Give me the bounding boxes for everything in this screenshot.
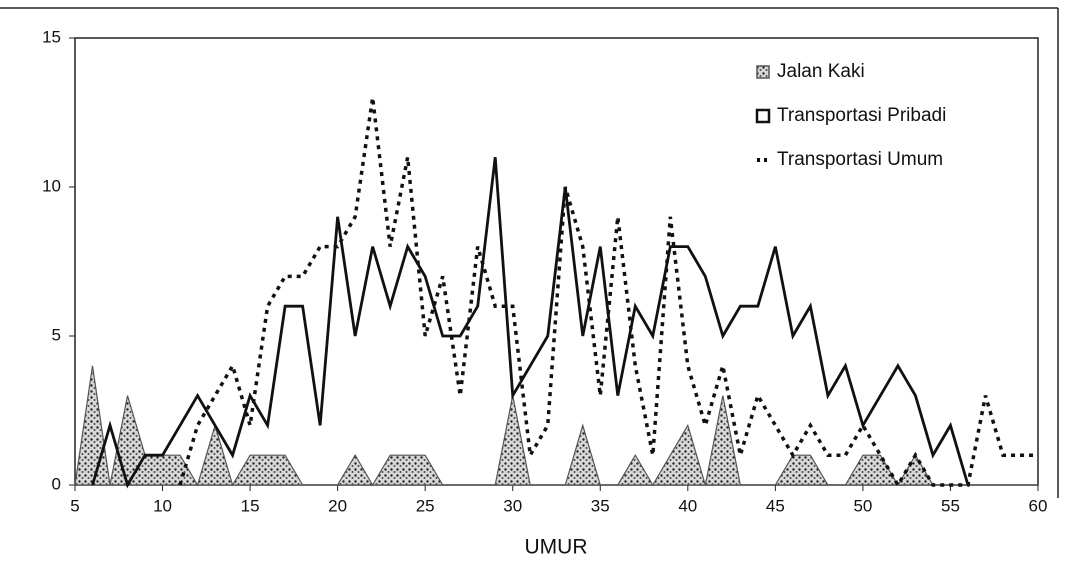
x-tick-label: 5 — [70, 496, 79, 515]
x-tick-label: 45 — [766, 496, 785, 515]
y-tick-label: 15 — [42, 27, 61, 46]
x-tick-label: 10 — [153, 496, 172, 515]
x-tick-label: 50 — [853, 496, 872, 515]
legend-swatch — [756, 65, 770, 79]
x-tick-label: 20 — [328, 496, 347, 515]
y-tick-label: 0 — [52, 474, 61, 493]
legend-swatch — [755, 108, 771, 124]
x-axis-label: UMUR — [525, 536, 588, 559]
legend-label: Transportasi Umum — [777, 149, 943, 170]
line — [91, 157, 970, 489]
y-tick-label: 5 — [52, 325, 61, 344]
y-tick-label: 10 — [42, 176, 61, 195]
legend-label: Transportasi Pribadi — [777, 105, 946, 126]
area — [74, 365, 1038, 487]
x-tick-label: 60 — [1029, 496, 1048, 515]
x-tick-label: 35 — [591, 496, 610, 515]
x-tick-label: 40 — [678, 496, 697, 515]
x-tick-label: 25 — [416, 496, 435, 515]
x-tick-label: 30 — [503, 496, 522, 515]
x-tick-label: 55 — [941, 496, 960, 515]
x-tick-label: 15 — [241, 496, 260, 515]
legend-label: Jalan Kaki — [777, 61, 865, 82]
